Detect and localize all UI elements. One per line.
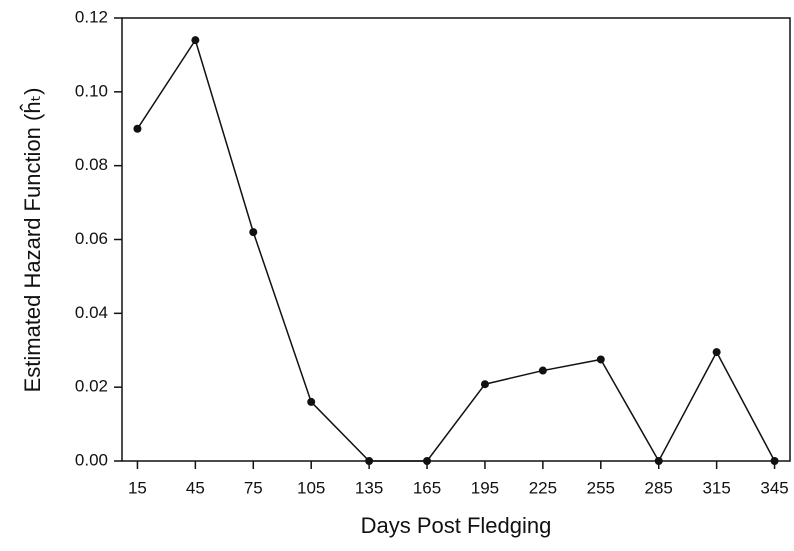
y-tick-label: 0.02 — [75, 377, 108, 396]
data-point — [770, 457, 779, 465]
data-point — [249, 228, 258, 237]
data-point — [365, 457, 374, 465]
x-tick-label: 255 — [587, 478, 615, 497]
data-line — [136, 38, 776, 463]
x-axis-title: Days Post Fledging — [361, 513, 552, 538]
y-tick-label: 0.12 — [75, 7, 108, 26]
data-point — [654, 457, 663, 465]
plot-frame — [121, 17, 791, 462]
data-point — [133, 124, 142, 133]
y-axis-title: Estimated Hazard Function (ĥₜ) — [20, 88, 45, 393]
data-point — [712, 348, 721, 357]
data-point — [307, 397, 316, 406]
y-tick-label: 0.00 — [75, 450, 108, 469]
data-point — [423, 457, 432, 465]
y-tick-label: 0.04 — [75, 303, 108, 322]
x-tick-label: 195 — [471, 478, 499, 497]
data-point — [538, 366, 547, 375]
data-point — [191, 36, 200, 45]
x-tick-label: 75 — [244, 478, 263, 497]
y-tick-label: 0.10 — [75, 81, 108, 100]
x-tick-label: 165 — [413, 478, 441, 497]
x-tick-label: 135 — [355, 478, 383, 497]
x-tick-label: 15 — [128, 478, 147, 497]
y-tick-label: 0.08 — [75, 155, 108, 174]
x-tick-label: 105 — [297, 478, 325, 497]
x-tick-label: 285 — [645, 478, 673, 497]
data-point — [480, 380, 489, 389]
x-tick-label: 315 — [702, 478, 730, 497]
x-tick-label: 345 — [760, 478, 788, 497]
y-tick-label: 0.06 — [75, 229, 108, 248]
x-tick-label: 45 — [186, 478, 205, 497]
x-tick-label: 225 — [529, 478, 557, 497]
data-point — [596, 355, 605, 364]
